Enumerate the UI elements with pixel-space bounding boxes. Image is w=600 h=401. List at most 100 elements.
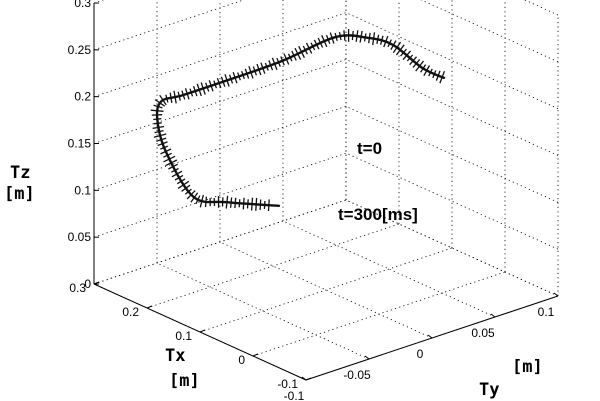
trajectory-hatch — [400, 48, 407, 57]
z-axis-unit: [m] — [4, 184, 35, 204]
trajectory-hatch — [259, 199, 262, 210]
trajectory-hatch — [171, 170, 183, 178]
y-tick — [427, 334, 433, 339]
trajectory-hatch — [153, 118, 162, 121]
y-tick-label: -0.05 — [343, 368, 371, 382]
trajectory-hatch — [294, 47, 302, 60]
x-axis-name: Tx — [165, 346, 185, 366]
trajectory-hatch — [244, 68, 250, 79]
trajectory-hatch — [409, 56, 417, 66]
trajectory-hatch — [181, 184, 191, 192]
annotation-end: t=300[ms] — [338, 205, 418, 224]
trajectory-hatch — [205, 82, 210, 92]
x-tick-label: 0.1 — [175, 329, 192, 343]
grid-line — [345, 105, 559, 203]
y-tick-label: 0.1 — [538, 305, 555, 319]
trajectory-hatch — [160, 145, 169, 150]
trajectory-hatch — [165, 94, 169, 103]
grid-line — [146, 223, 400, 309]
grid-line — [345, 199, 559, 297]
x-tick-label: 0.2 — [122, 305, 139, 319]
trajectory-hatch — [263, 200, 266, 209]
x-axis-unit: [m] — [169, 371, 200, 391]
z-tick-label: 0.05 — [68, 230, 92, 244]
trajectory-hatch — [310, 42, 316, 51]
z-axis-name: Tz — [10, 163, 30, 183]
trajectory-hatch — [173, 90, 177, 104]
trajectory-hatch — [199, 194, 204, 208]
z-tick-label: 0.3 — [74, 0, 91, 10]
grid-line — [219, 241, 433, 339]
grid-line — [93, 152, 347, 238]
trajectory-hatch — [412, 58, 421, 68]
trajectory-hatch — [368, 32, 371, 44]
trajectory-hatch — [395, 44, 405, 56]
trajectory-hatch — [439, 70, 446, 84]
trajectory-hatch — [287, 53, 293, 62]
trajectory-hatch — [153, 122, 162, 125]
trajectory-hatch — [190, 192, 199, 203]
trajectory-hatch — [163, 152, 172, 158]
trajectory-hatch — [220, 76, 226, 87]
trajectory — [150, 29, 446, 212]
trajectory-hatch — [423, 65, 431, 77]
grid-lines — [93, 0, 559, 381]
trajectory-hatch — [177, 91, 181, 101]
trajectory-hatch — [376, 34, 380, 45]
tick-marks — [93, 2, 559, 381]
trajectory-hatch — [232, 71, 238, 84]
trajectory-hatch — [157, 141, 168, 147]
trajectory-hatch — [176, 178, 186, 185]
trajectory-hatch — [192, 85, 198, 97]
trajectory-hatch — [402, 50, 411, 61]
grid-line — [93, 0, 105, 4]
trajectory-hatch — [264, 62, 269, 71]
x-tick — [146, 305, 153, 309]
trajectory-hatch — [153, 133, 167, 138]
grid-line — [93, 0, 245, 51]
annotation-start: t=0 — [357, 139, 382, 158]
axis-lines — [93, 3, 559, 381]
trajectory-hatch — [313, 39, 320, 50]
z-tick-labels: 0 0.05 0.1 0.15 0.2 0.25 0.3 — [68, 0, 92, 291]
trajectory-hatch — [177, 180, 190, 189]
trajectory-hatch — [420, 64, 427, 73]
trajectory-hatch — [184, 88, 190, 100]
trajectory-hatch — [242, 197, 245, 210]
trajectory-hatch — [154, 99, 166, 107]
trajectory-hatch — [228, 74, 234, 84]
trajectory-hatch — [343, 30, 346, 41]
trajectory-hatch — [195, 195, 201, 205]
trajectory-hatch — [415, 60, 425, 72]
trajectory-hatch — [250, 197, 254, 211]
x-tick — [305, 377, 312, 381]
x-tick — [252, 353, 259, 357]
trajectory-hatch — [160, 148, 172, 155]
z-tick-label: 0.25 — [68, 43, 92, 57]
trajectory-hatch — [169, 92, 173, 104]
grid-line — [199, 247, 453, 333]
trajectory-hatch — [334, 32, 338, 41]
x-tick-labels: -0.1 0 0.1 0.2 0.3 — [69, 281, 298, 391]
x-tick — [93, 281, 100, 285]
trajectory-hatch — [379, 35, 384, 45]
trajectory-hatch — [383, 35, 389, 48]
grid-line — [93, 199, 347, 285]
trajectory-hatch — [174, 174, 184, 181]
trajectory-hatch — [229, 197, 233, 208]
y-tick — [301, 376, 307, 381]
grid-line — [345, 152, 559, 250]
trajectory-hatch — [237, 72, 241, 81]
trajectory-hatch — [372, 32, 376, 46]
trajectory-hatch — [390, 40, 397, 51]
trajectory-hatch — [280, 56, 285, 66]
trajectory-hatch — [189, 88, 194, 97]
z-tick-label: 0.15 — [68, 137, 92, 151]
trajectory-hatch — [267, 199, 270, 212]
trajectory-hatch — [271, 57, 278, 71]
trajectory-hatch — [305, 42, 313, 54]
trajectory-hatch — [238, 199, 241, 208]
grid-line — [156, 262, 370, 360]
trajectory-hatch — [154, 129, 164, 134]
trajectory-hatch — [163, 155, 176, 163]
